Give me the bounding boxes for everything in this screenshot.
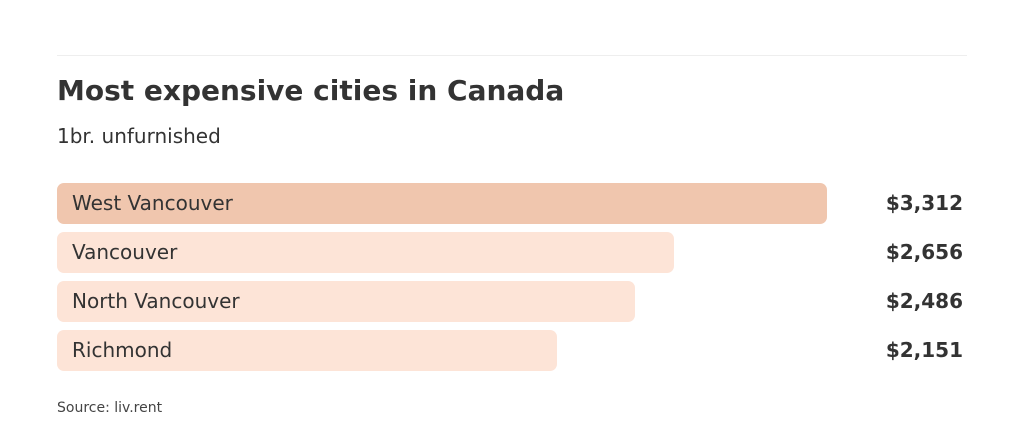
source-note: Source: liv.rent	[57, 400, 163, 416]
bar-value-label: $2,656	[885, 240, 963, 264]
chart-title: Most expensive cities in Canada	[57, 74, 565, 107]
bar-value-label: $2,151	[885, 338, 963, 362]
bar	[57, 281, 635, 322]
bar-category-label: Vancouver	[72, 240, 178, 264]
chart-subtitle: 1br. unfurnished	[57, 124, 221, 148]
bar	[57, 183, 827, 224]
bar-row: Vancouver	[57, 232, 827, 273]
bar-category-label: North Vancouver	[72, 289, 240, 313]
bar-row: North Vancouver	[57, 281, 827, 322]
bar-category-label: West Vancouver	[72, 191, 233, 215]
bar	[57, 330, 557, 371]
bar-row: Richmond	[57, 330, 827, 371]
bar-value-label: $3,312	[885, 191, 963, 215]
bar-category-label: Richmond	[72, 338, 173, 362]
top-divider	[57, 55, 967, 56]
bar-value-label: $2,486	[885, 289, 963, 313]
bar	[57, 232, 674, 273]
bar-row: West Vancouver	[57, 183, 827, 224]
